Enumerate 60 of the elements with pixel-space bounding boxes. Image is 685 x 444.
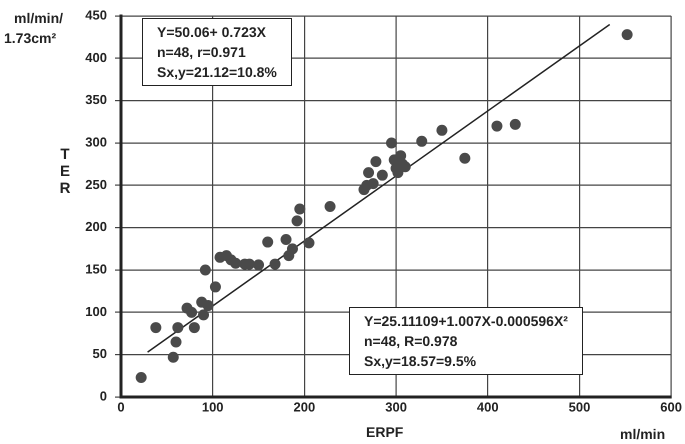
text: ml/min — [620, 426, 666, 442]
y-tick-label: 350 — [85, 92, 107, 108]
point — [491, 120, 502, 132]
y-tick-label: 450 — [85, 8, 107, 23]
y-tick-label: 0 — [100, 388, 107, 404]
point — [188, 322, 200, 334]
x-tick-label: 300 — [385, 399, 407, 414]
point — [200, 264, 211, 276]
point — [368, 178, 379, 190]
annotation: Sx,y=21.12=10.8% — [157, 63, 277, 82]
point — [270, 258, 281, 270]
point — [136, 372, 147, 384]
point — [172, 322, 184, 334]
x-tick-label: 600 — [660, 399, 682, 414]
y-tick-label: 50 — [92, 346, 107, 362]
annotation: Y=25.11109+1.007X-0.000596X² — [364, 312, 568, 331]
y-tick-label: 150 — [85, 262, 107, 277]
y-tick-label: 100 — [85, 304, 107, 319]
point — [303, 237, 314, 248]
point — [436, 124, 448, 136]
point — [168, 352, 179, 363]
y-tick-label: 200 — [85, 219, 107, 234]
point — [198, 309, 210, 320]
point — [459, 152, 470, 164]
point — [280, 234, 292, 246]
x-tick-label: 200 — [294, 399, 316, 414]
annotation: Sx,y=18.57=9.5% — [364, 352, 478, 371]
y-axis-title: TER — [58, 146, 72, 197]
y-tick-label: 300 — [85, 134, 107, 150]
point — [376, 170, 388, 181]
y-tick-label: 400 — [85, 50, 107, 65]
point — [230, 258, 242, 269]
x-tick-label: 500 — [568, 399, 590, 414]
annotation: Y=50.06+ 0.723X — [157, 23, 267, 42]
text: ml/min/ — [14, 10, 64, 26]
point — [202, 300, 214, 312]
point — [210, 281, 221, 292]
text: 1.73cm² — [4, 30, 56, 46]
x-axis-title: ERPF — [366, 424, 404, 440]
annotation: n=48, R=0.978 — [364, 332, 458, 351]
point — [510, 118, 521, 130]
point — [370, 156, 382, 168]
point — [262, 236, 274, 248]
point — [286, 243, 298, 254]
point — [622, 29, 633, 40]
point — [386, 138, 397, 148]
y-tick-label: 250 — [85, 176, 107, 192]
annotation: n=48, r=0.971 — [157, 43, 247, 62]
point — [363, 167, 374, 178]
point — [324, 201, 336, 212]
point — [186, 306, 198, 318]
point — [150, 322, 162, 334]
point — [292, 215, 303, 226]
x-tick-label: 100 — [202, 399, 224, 414]
x-tick-label: 400 — [476, 399, 499, 414]
point — [253, 259, 264, 270]
x-tick-label: 0 — [117, 399, 125, 414]
point — [416, 136, 428, 147]
point — [294, 204, 306, 215]
point — [170, 336, 182, 348]
